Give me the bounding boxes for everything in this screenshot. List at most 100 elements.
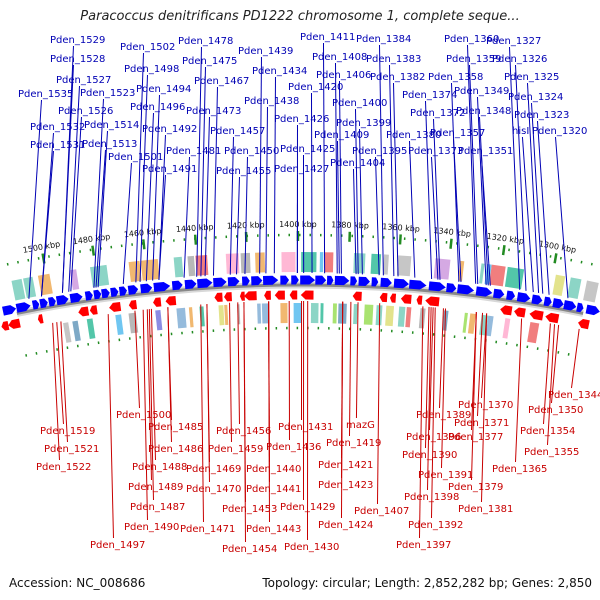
plus-strand-gene-arrow[interactable]	[171, 280, 183, 291]
minus-feature-block[interactable]	[397, 306, 406, 327]
minus-strand-gene-label[interactable]: Pden_1370	[458, 400, 513, 411]
plus-strand-gene-label[interactable]: Pden_1324	[508, 92, 563, 103]
minus-strand-gene-label[interactable]: Pden_1392	[408, 520, 463, 531]
plus-strand-gene-label[interactable]: Pden_1439	[238, 46, 293, 57]
minus-strand-gene-label[interactable]: Pden_1470	[186, 484, 241, 495]
minus-strand-gene-label[interactable]: Pden_1423	[318, 480, 373, 491]
plus-strand-gene-label[interactable]: Pden_1535	[18, 89, 73, 100]
minus-strand-gene-label[interactable]: Pden_1390	[402, 450, 457, 461]
minus-strand-gene-arrow[interactable]	[153, 297, 162, 307]
minus-feature-block[interactable]	[332, 303, 337, 324]
minus-strand-gene-arrow[interactable]	[1, 320, 10, 331]
plus-strand-gene-label[interactable]: Pden_1492	[142, 124, 197, 135]
plus-strand-gene-label[interactable]: Pden_1383	[366, 54, 421, 65]
minus-strand-gene-arrow[interactable]	[425, 296, 440, 307]
minus-feature-block[interactable]	[280, 303, 288, 324]
plus-strand-gene-label[interactable]: Pden_1438	[244, 96, 299, 107]
plus-strand-gene-arrow[interactable]	[457, 284, 475, 295]
minus-strand-gene-label[interactable]: Pden_1396	[406, 432, 461, 443]
plus-strand-gene-arrow[interactable]	[55, 295, 69, 306]
minus-feature-block[interactable]	[405, 307, 412, 328]
plus-strand-gene-label[interactable]: Pden_1494	[136, 84, 191, 95]
minus-strand-gene-label[interactable]: Pden_1429	[280, 502, 335, 513]
plus-strand-gene-label[interactable]: Pden_1523	[80, 88, 135, 99]
plus-strand-gene-label[interactable]: Pden_1384	[356, 34, 411, 45]
plus-strand-gene-label[interactable]: Pden_1395	[352, 146, 407, 157]
plus-feature-block[interactable]	[567, 277, 582, 300]
minus-strand-gene-arrow[interactable]	[379, 292, 388, 303]
minus-strand-gene-label[interactable]: Pden_1430	[284, 542, 339, 553]
plus-feature-block[interactable]	[353, 253, 366, 274]
minus-strand-gene-arrow[interactable]	[165, 295, 177, 306]
plus-strand-gene-label[interactable]: Pden_1481	[166, 146, 221, 157]
minus-feature-block[interactable]	[363, 304, 374, 325]
plus-strand-gene-arrow[interactable]	[393, 278, 410, 289]
plus-strand-gene-label[interactable]: Pden_1351	[458, 146, 513, 157]
plus-strand-gene-arrow[interactable]	[280, 275, 290, 285]
plus-strand-gene-arrow[interactable]	[31, 300, 40, 310]
minus-feature-block[interactable]	[375, 305, 383, 326]
minus-strand-gene-arrow[interactable]	[289, 290, 298, 300]
minus-strand-gene-label[interactable]: Pden_1469	[186, 464, 241, 475]
plus-strand-gene-label[interactable]: Pden_1404	[330, 158, 385, 169]
plus-strand-gene-arrow[interactable]	[101, 288, 110, 299]
minus-strand-gene-label[interactable]: Pden_1453	[222, 504, 277, 515]
plus-strand-gene-arrow[interactable]	[506, 290, 516, 301]
plus-feature-block[interactable]	[433, 258, 451, 280]
minus-strand-gene-arrow[interactable]	[500, 305, 513, 316]
plus-strand-gene-label[interactable]: Pden_1406	[316, 70, 371, 81]
plus-feature-block[interactable]	[140, 258, 160, 281]
plus-strand-gene-arrow[interactable]	[300, 275, 316, 285]
plus-feature-block[interactable]	[11, 278, 26, 301]
plus-strand-gene-label[interactable]: Pden_1323	[514, 110, 569, 121]
minus-feature-block[interactable]	[385, 305, 395, 327]
minus-strand-gene-label[interactable]: Pden_1500	[116, 410, 171, 421]
minus-strand-gene-arrow[interactable]	[400, 294, 412, 304]
plus-strand-gene-arrow[interactable]	[15, 302, 31, 313]
plus-strand-gene-label[interactable]: Pden_1496	[130, 102, 185, 113]
plus-strand-gene-label[interactable]: Pden_1426	[274, 114, 329, 125]
plus-strand-gene-arrow[interactable]	[213, 277, 227, 288]
plus-strand-gene-arrow[interactable]	[2, 305, 17, 316]
plus-strand-gene-label[interactable]: Pden_1502	[120, 42, 175, 53]
minus-strand-gene-arrow[interactable]	[529, 310, 544, 321]
minus-strand-gene-arrow[interactable]	[300, 290, 314, 300]
plus-strand-gene-label[interactable]: Pden_1529	[50, 35, 105, 46]
minus-strand-gene-arrow[interactable]	[109, 301, 122, 312]
plus-strand-gene-label[interactable]: Pden_1434	[252, 66, 307, 77]
plus-strand-gene-label[interactable]: Pden_1450	[224, 146, 279, 157]
minus-strand-gene-label[interactable]: Pden_1443	[246, 524, 301, 535]
plus-strand-gene-label[interactable]: Pden_1531	[30, 140, 85, 151]
plus-strand-gene-label[interactable]: Pden_1498	[124, 64, 179, 75]
plus-strand-gene-label[interactable]: Pden_1400	[332, 98, 387, 109]
plus-feature-block[interactable]	[382, 254, 389, 275]
minus-strand-gene-label[interactable]: Pden_1371	[454, 418, 509, 429]
minus-strand-gene-label[interactable]: Pden_1519	[40, 426, 95, 437]
plus-strand-gene-label[interactable]: Pden_1527	[56, 75, 111, 86]
minus-strand-gene-arrow[interactable]	[8, 318, 21, 329]
minus-strand-gene-arrow[interactable]	[389, 293, 397, 303]
plus-strand-gene-label[interactable]: Pden_1382	[370, 72, 425, 83]
plus-strand-gene-arrow[interactable]	[39, 298, 48, 309]
plus-strand-gene-label[interactable]: Pden_1425	[280, 144, 335, 155]
plus-strand-gene-label[interactable]: Pden_1455	[216, 166, 271, 177]
plus-strand-gene-arrow[interactable]	[315, 275, 327, 285]
minus-feature-block[interactable]	[128, 312, 139, 334]
minus-feature-block[interactable]	[199, 306, 205, 327]
plus-feature-block[interactable]	[281, 252, 296, 273]
minus-strand-gene-label[interactable]: Pden_1485	[148, 422, 203, 433]
minus-strand-gene-arrow[interactable]	[78, 306, 90, 317]
plus-strand-gene-label[interactable]: Pden_1372	[410, 108, 465, 119]
minus-feature-block[interactable]	[257, 303, 262, 324]
minus-strand-gene-label[interactable]: Pden_1350	[528, 405, 583, 416]
plus-strand-gene-label[interactable]: Pden_1409	[314, 130, 369, 141]
plus-feature-block[interactable]	[396, 255, 412, 277]
minus-strand-gene-label[interactable]: Pden_1436	[266, 442, 321, 453]
minus-strand-gene-label[interactable]: Pden_1459	[208, 444, 263, 455]
minus-strand-gene-label[interactable]: Pden_1355	[524, 447, 579, 458]
minus-feature-block[interactable]	[353, 304, 358, 325]
minus-feature-block[interactable]	[320, 303, 324, 324]
plus-strand-gene-arrow[interactable]	[140, 283, 153, 294]
minus-strand-gene-arrow[interactable]	[545, 312, 560, 324]
minus-feature-block[interactable]	[218, 305, 225, 326]
